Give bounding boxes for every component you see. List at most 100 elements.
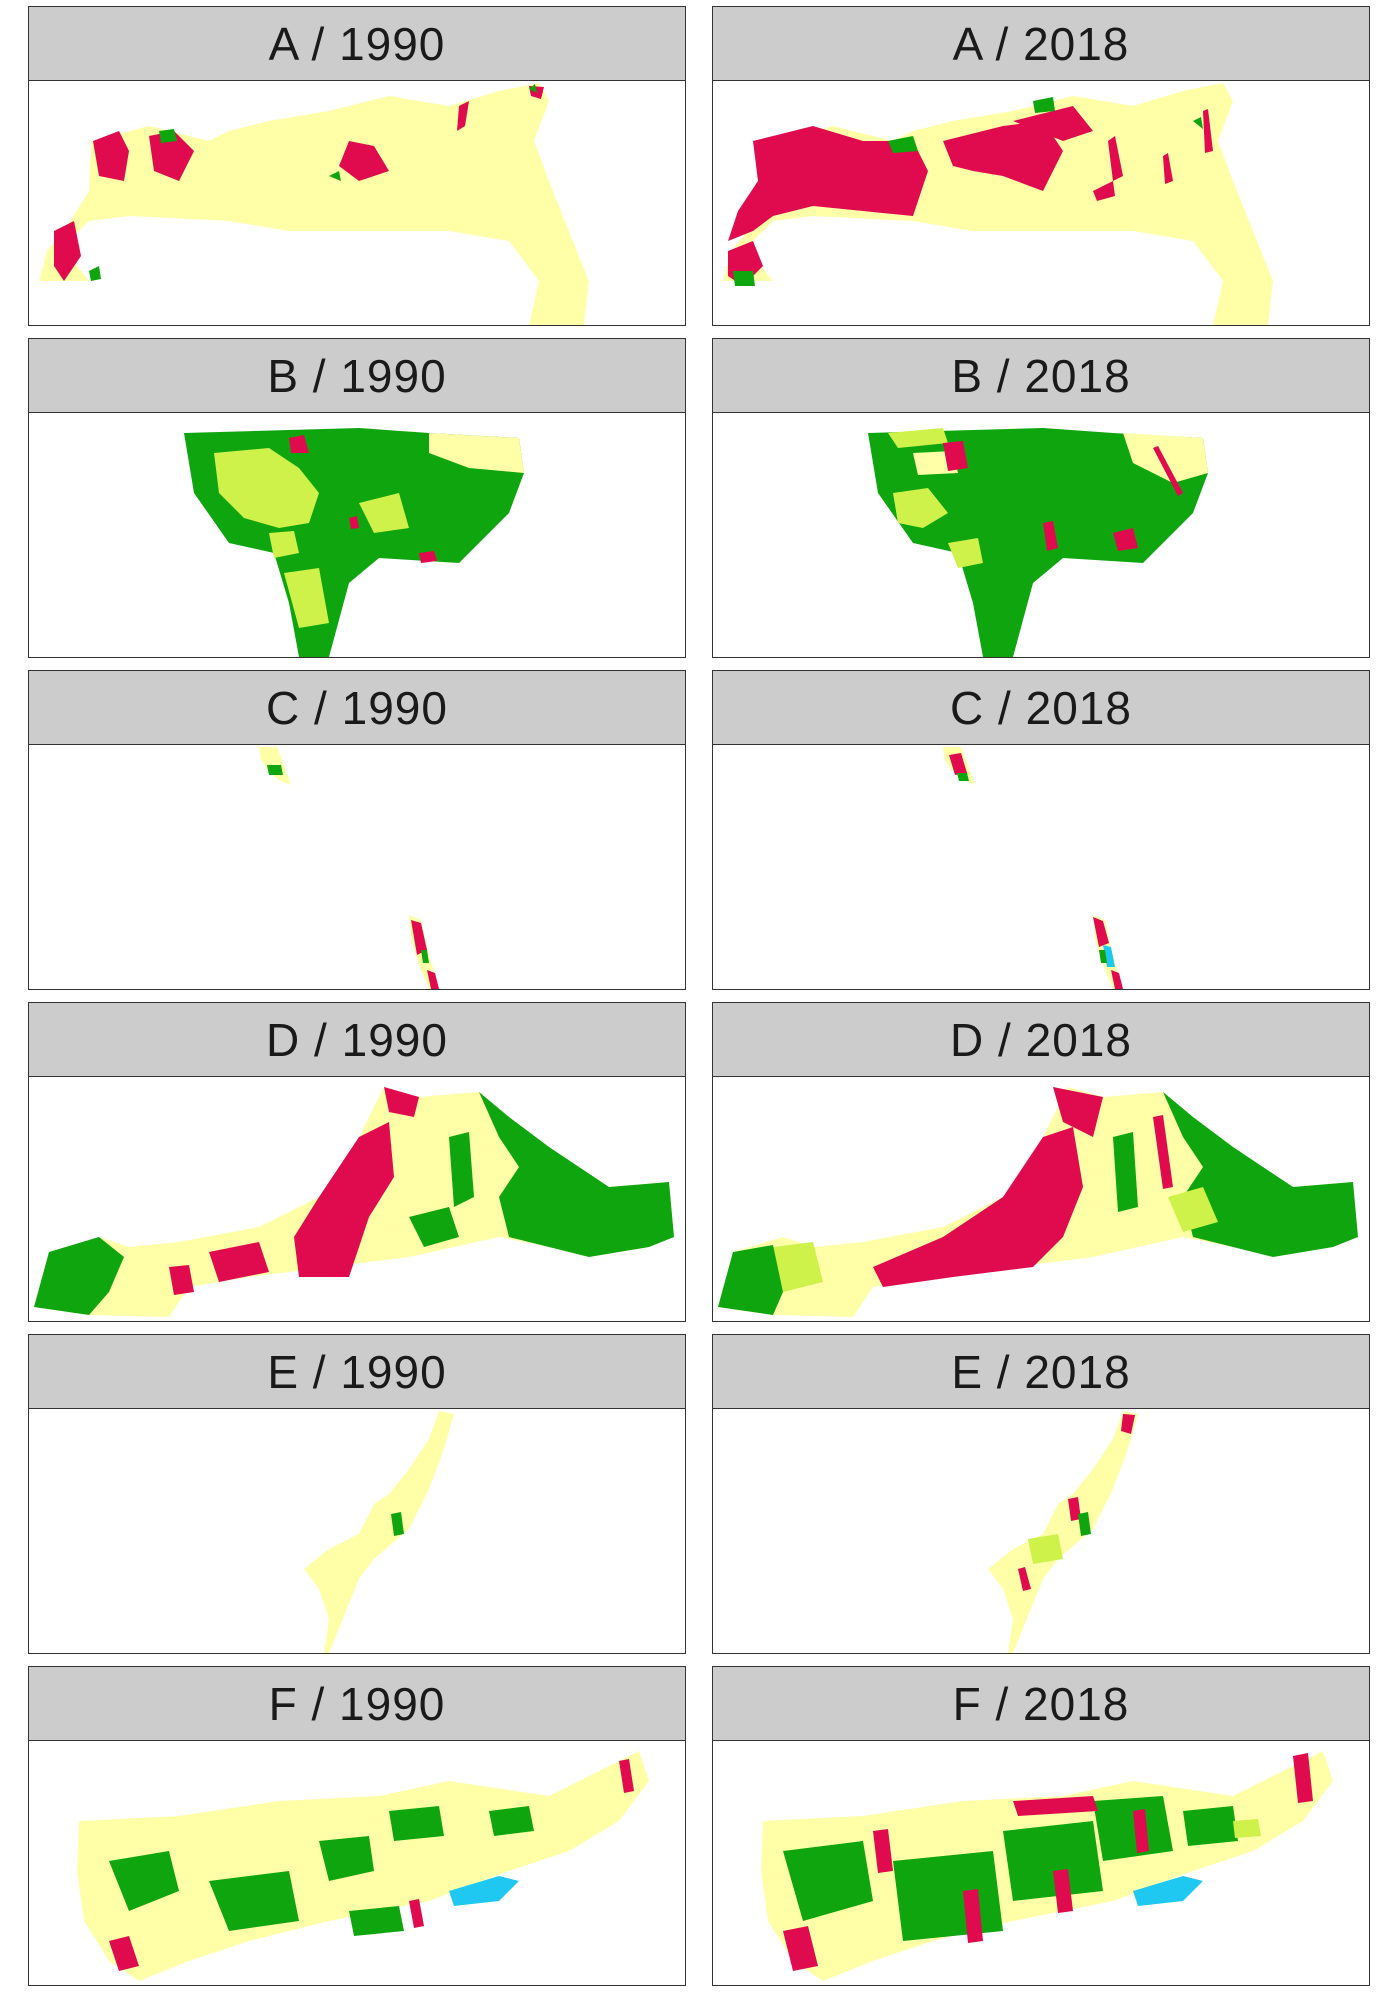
map-b-1990 [29,413,685,657]
urban-patch [1053,1869,1073,1913]
urban-patch [873,1127,1083,1287]
urban-patch [1203,109,1213,153]
urban-patch [1153,1115,1173,1189]
urban-patch [1068,1497,1081,1521]
forest-patch [409,1207,459,1247]
forest-patch [893,1851,1003,1941]
urban-patch [963,1889,983,1943]
forest-patch [733,271,755,286]
urban-patch [384,1087,419,1117]
urban-patch [411,920,427,955]
urban-patch [949,753,967,775]
panel-f-2018: F / 2018 [712,1666,1370,1986]
region-e-landcover [304,1411,454,1653]
panel-c-2018: C / 2018 [712,670,1370,990]
map-a-2018 [713,81,1369,325]
urban-patch [1108,136,1123,181]
urban-patch [54,221,81,281]
forest-patch [329,171,341,181]
map-f-1990 [29,1741,685,1985]
panel-a-1990: A / 1990 [28,6,686,326]
panel-title: D / 2018 [713,1003,1369,1077]
forest-patch [159,129,177,143]
grassland-patch [214,448,319,528]
urban-patch [419,551,437,563]
urban-patch [873,1829,893,1873]
urban-patch [349,516,359,529]
urban-patch [1163,153,1173,184]
urban-patch [427,970,439,989]
panel-title: A / 2018 [713,7,1369,81]
forest-patch [1183,1806,1238,1846]
urban-patch [1121,1414,1135,1434]
urban-patch [1013,1796,1098,1816]
panel-b-1990: B / 1990 [28,338,686,658]
forest-patch [957,773,969,781]
forest-patch [529,84,537,93]
map-d-2018 [713,1077,1369,1321]
urban-patch [294,1122,394,1277]
forest-patch [389,1806,444,1841]
urban-patch [943,441,968,471]
grassland-patch [359,493,409,533]
urban-patch [728,126,928,241]
forest-patch [1033,97,1055,113]
panel-title: A / 1990 [29,7,685,81]
urban-patch [1013,106,1093,141]
region-a-landcover [39,83,589,325]
grassland-patch [1028,1534,1063,1564]
forest-patch [349,1906,404,1936]
water-patch [449,1876,519,1906]
urban-patch [169,1265,194,1295]
forest-patch [489,1806,534,1836]
urban-patch [1113,528,1138,551]
forest-patch [1193,117,1203,129]
forest-patch [479,1092,674,1257]
panel-title: C / 1990 [29,671,685,745]
urban-patch [1043,521,1058,551]
urban-patch [1093,917,1109,947]
urban-patch [209,1242,269,1282]
panel-title: C / 2018 [713,671,1369,745]
urban-patch [1133,1809,1149,1853]
map-a-1990 [29,81,685,325]
urban-patch [1111,970,1123,989]
panel-a-2018: A / 2018 [712,6,1370,326]
panel-f-1990: F / 1990 [28,1666,686,1986]
urban-patch [109,1936,139,1971]
forest-patch [449,1132,474,1207]
map-e-2018 [713,1409,1369,1653]
urban-patch [1153,446,1183,496]
urban-patch [1093,181,1115,201]
water-patch [1133,1876,1203,1906]
panel-title: E / 2018 [713,1335,1369,1409]
grassland-patch [284,568,329,628]
forest-patch [718,1245,783,1315]
urban-patch [289,435,309,453]
forest-patch [1093,1796,1173,1861]
forest-patch [421,950,429,963]
panel-title: F / 2018 [713,1667,1369,1741]
panel-title: F / 1990 [29,1667,685,1741]
forest-patch [89,266,101,281]
map-d-1990 [29,1077,685,1321]
map-f-2018 [713,1741,1369,1985]
forest-patch [34,1237,124,1315]
urban-patch [783,1926,818,1971]
agriculture-patch [429,433,524,473]
urban-patch [409,1899,424,1928]
map-c-1990 [29,745,685,989]
grassland-patch [1233,1819,1261,1838]
grassland-patch [948,538,983,568]
panel-e-1990: E / 1990 [28,1334,686,1654]
grassland-patch [773,1242,823,1292]
urban-patch [149,131,194,181]
forest-patch [209,1871,299,1931]
panel-c-1990: C / 1990 [28,670,686,990]
urban-patch [619,1759,634,1793]
forest-patch [1078,1512,1091,1536]
panel-d-1990: D / 1990 [28,1002,686,1322]
forest-patch [109,1851,179,1911]
forest-patch [888,136,918,153]
panel-d-2018: D / 2018 [712,1002,1370,1322]
